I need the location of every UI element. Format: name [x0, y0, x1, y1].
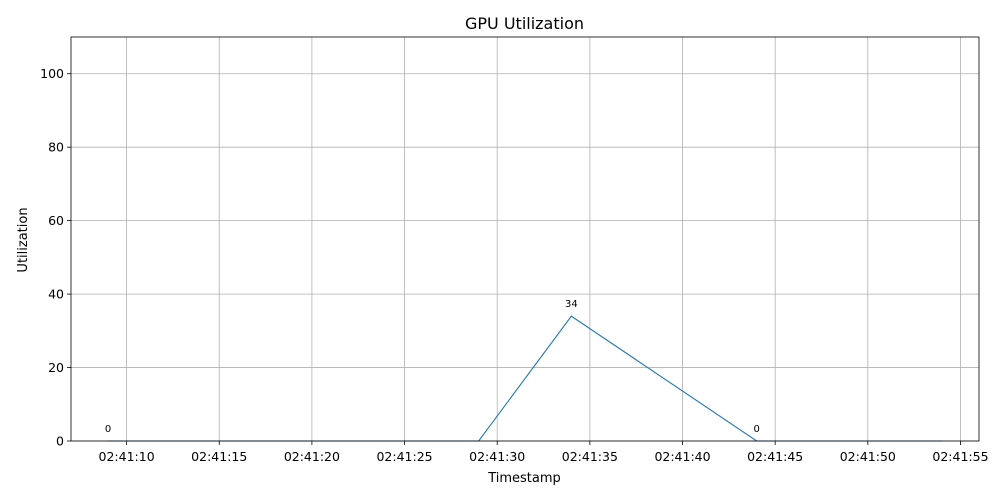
utilization-line: [108, 315, 942, 442]
data-label: 34: [565, 299, 578, 310]
y-tick-label: 60: [48, 213, 64, 228]
y-tick-label: 20: [48, 360, 64, 375]
chart-title: GPU Utilization: [465, 14, 584, 33]
x-tick-label: 02:41:15: [191, 449, 247, 464]
x-tick-label: 02:41:35: [562, 449, 618, 464]
x-axis-label: Timestamp: [487, 471, 561, 486]
x-tick-label: 02:41:20: [284, 449, 340, 464]
y-tick-label: 40: [48, 287, 64, 302]
x-tick-label: 02:41:45: [747, 449, 803, 464]
x-tick-label: 02:41:10: [99, 449, 155, 464]
axis-ticks: 02:41:10 02:41:15 02:41:20 02:41:25 02:41:30…: [40, 66, 988, 464]
y-tick-label: 100: [40, 66, 64, 81]
grid-lines: [71, 37, 979, 442]
series-layer: [108, 315, 942, 442]
y-axis-label: Utilization: [16, 207, 31, 272]
x-tick-label: 02:41:25: [376, 449, 432, 464]
y-tick-label: 80: [48, 140, 64, 155]
data-label: 0: [753, 424, 759, 435]
data-label: 0: [105, 424, 111, 435]
x-tick-label: 02:41:30: [469, 449, 525, 464]
y-tick-label: 0: [56, 434, 64, 449]
x-tick-label: 02:41:40: [654, 449, 710, 464]
data-labels: 0 34 0: [105, 299, 760, 435]
x-tick-label: 02:41:50: [840, 449, 896, 464]
plot-frame: [70, 36, 980, 442]
x-tick-label: 02:41:55: [932, 449, 988, 464]
